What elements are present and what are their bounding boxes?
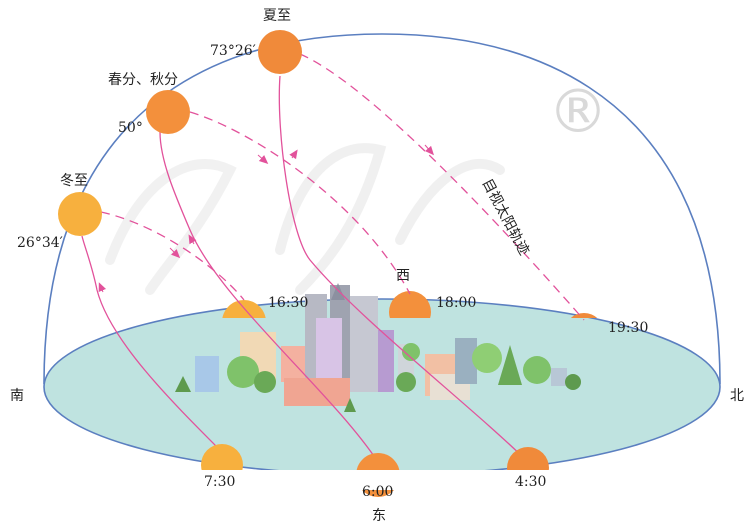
sunset-sun-equinox	[389, 291, 431, 318]
arrow-winter-1	[98, 282, 107, 293]
sunset-sun-summer	[570, 313, 598, 318]
noon-sun-equinox	[146, 90, 190, 134]
path-equinox-rising	[159, 131, 379, 463]
path-winter-rising	[81, 235, 223, 453]
summer-noon-altitude: 73°26′	[210, 43, 256, 59]
winter-noon-altitude: 26°34′	[17, 235, 63, 251]
sunset-time-equinox: 18:00	[436, 295, 476, 311]
sun-path-caption: 目视太阳轨迹	[478, 176, 532, 258]
registered-mark: ®	[548, 77, 608, 147]
sunset-time-summer: 19:30	[608, 320, 648, 336]
noon-sun-summer	[258, 30, 302, 74]
north-label: 北	[730, 388, 744, 404]
winter-solstice-label: 冬至	[60, 173, 88, 189]
path-winter-setting	[100, 211, 245, 301]
arrow-summer-2	[424, 144, 434, 156]
west-label: 西	[396, 268, 410, 284]
equinox-noon-altitude: 50°	[118, 120, 143, 136]
watermark	[105, 143, 505, 295]
east-label: 东	[372, 508, 386, 524]
arrow-equinox-2	[257, 154, 269, 164]
arrow-summer-1	[289, 149, 298, 160]
city-illustration	[175, 283, 581, 412]
summer-solstice-label: 夏至	[263, 8, 291, 24]
sky-dome	[43, 33, 721, 385]
path-summer-rising	[278, 75, 529, 463]
sunrise-time-summer: 4:30	[515, 474, 546, 490]
path-summer-setting	[299, 53, 585, 321]
sunrise-time-winter: 7:30	[204, 474, 235, 490]
arrow-equinox-1	[188, 234, 197, 245]
equinox-label: 春分、秋分	[108, 72, 178, 88]
noon-sun-winter	[58, 192, 102, 236]
sunrise-time-equinox: 6:00	[362, 484, 393, 500]
sunset-time-winter: 16:30	[268, 295, 308, 311]
south-label: 南	[10, 388, 24, 404]
arrow-winter-2	[169, 247, 181, 259]
